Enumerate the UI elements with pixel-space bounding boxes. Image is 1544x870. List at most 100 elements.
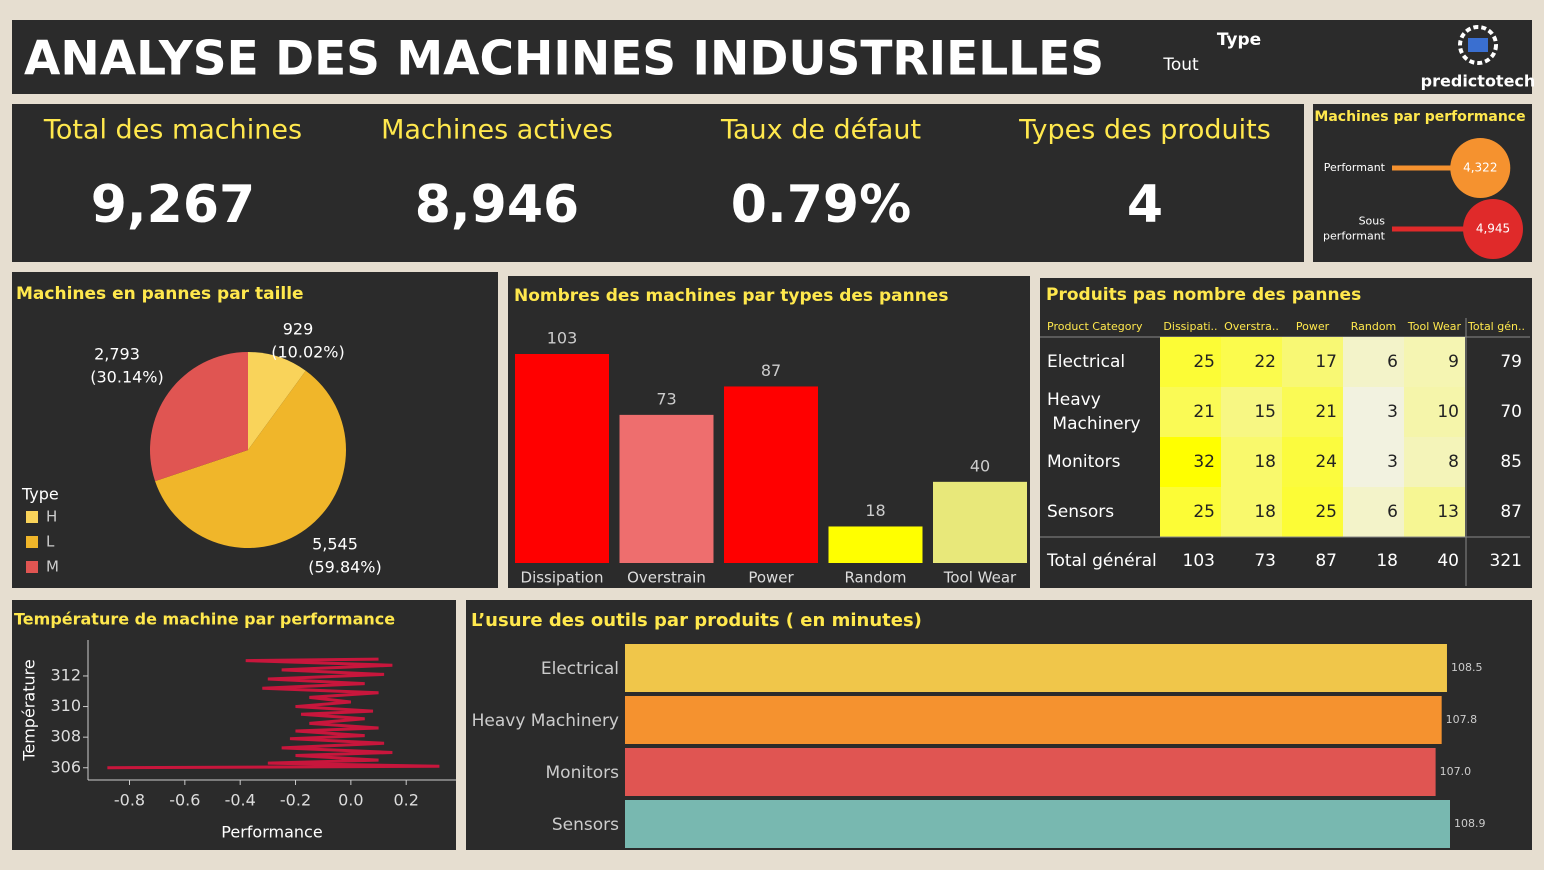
bar — [619, 414, 714, 563]
value-label: 108.9 — [1454, 817, 1486, 830]
cell-value: 25 — [1193, 502, 1215, 522]
heat-cell — [1282, 437, 1343, 487]
line-series — [107, 657, 440, 770]
kpi-label: Taux de défaut — [720, 115, 921, 146]
heat-cell — [1343, 437, 1404, 487]
cell-value: 15 — [1254, 402, 1276, 422]
value-label: 107.0 — [1440, 765, 1472, 778]
chart-title: L’usure des outils par produits ( en min… — [471, 610, 922, 631]
column-header: Dissipati.. — [1163, 320, 1217, 333]
header-panel — [12, 20, 1532, 94]
total-value: 73 — [1254, 551, 1276, 571]
bar — [724, 386, 818, 563]
heat-cell — [1282, 487, 1343, 537]
bar — [933, 481, 1027, 563]
y-tick-label: 306 — [50, 757, 81, 776]
cell-value: 6 — [1387, 352, 1398, 372]
total-value: 103 — [1183, 551, 1215, 571]
cell-value: 25 — [1315, 502, 1337, 522]
kpi-value: 4 — [1127, 175, 1163, 235]
heat-cell — [1160, 437, 1221, 487]
bar — [625, 800, 1450, 848]
cell-value: 21 — [1193, 402, 1215, 422]
row-label: Heavy Machinery — [1047, 390, 1141, 434]
pie-slice — [149, 352, 248, 482]
x-tick-label: 0.2 — [393, 791, 418, 810]
legend-label: H — [46, 508, 57, 526]
row-label: Monitors — [1047, 452, 1121, 472]
y-tick-label: Monitors — [546, 763, 620, 783]
column-header: Overstra.. — [1224, 320, 1279, 333]
heat-cell — [1221, 437, 1282, 487]
value-label: 40 — [970, 456, 990, 475]
heat-cell — [1160, 487, 1221, 537]
logo-text: predictotech — [1421, 72, 1536, 91]
value-label: 108.5 — [1451, 661, 1483, 674]
heat-cell — [1404, 337, 1465, 387]
cell-value: 18 — [1254, 502, 1276, 522]
chart-title: Machines en pannes par taille — [16, 284, 304, 304]
x-tick-label: -0.2 — [280, 791, 311, 810]
percent-label: (10.02%) — [271, 343, 345, 362]
cell-value: 3 — [1387, 402, 1398, 422]
legend-label: M — [46, 558, 59, 576]
bar — [625, 644, 1447, 692]
value-label: 87 — [761, 361, 781, 380]
percent-label: (59.84%) — [308, 558, 382, 577]
value-label: 2,793 — [94, 345, 140, 364]
cell-value: 6 — [1387, 502, 1398, 522]
row-label: Sensors — [1047, 502, 1114, 522]
cell-value: 17 — [1315, 352, 1337, 372]
chart-title: Température de machine par performance — [14, 610, 395, 629]
dashboard-title: ANALYSE DES MACHINES INDUSTRIELLES — [24, 32, 1104, 87]
column-header: Total gén.. — [1467, 320, 1525, 333]
chart-title: Nombres des machines par types des panne… — [514, 286, 948, 306]
legend-swatch — [26, 561, 38, 573]
heat-cell — [1282, 337, 1343, 387]
column-header: Tool Wear — [1407, 320, 1462, 333]
kpi-label: Total des machines — [43, 115, 302, 146]
lollipop-head — [1450, 138, 1511, 198]
filter-value[interactable]: Tout — [1162, 55, 1199, 75]
heat-cell — [1404, 437, 1465, 487]
kpi-label: Types des produits — [1018, 115, 1271, 146]
category-label: Performant — [1324, 161, 1386, 174]
heat-cell — [1282, 387, 1343, 437]
heat-cell — [1343, 487, 1404, 537]
kpi-value: 8,946 — [415, 175, 579, 235]
cell-value: 32 — [1193, 452, 1215, 472]
cell-value: 79 — [1500, 352, 1522, 372]
category-label: Sous performant — [1320, 215, 1386, 243]
cell-value: 10 — [1437, 402, 1459, 422]
legend-swatch — [26, 536, 38, 548]
x-tick-label: Power — [748, 569, 794, 587]
y-tick-label: Sensors — [552, 815, 619, 835]
total-value: 87 — [1315, 551, 1337, 571]
x-tick-label: -0.6 — [169, 791, 200, 810]
column-header: Random — [1351, 320, 1397, 333]
value-label: 103 — [547, 329, 578, 348]
total-label: Total général — [1046, 551, 1157, 571]
legend-title: Type — [21, 485, 59, 504]
heat-cell — [1160, 337, 1221, 387]
heat-cell — [1404, 387, 1465, 437]
column-header: Power — [1296, 320, 1330, 333]
y-tick-label: 310 — [50, 696, 81, 715]
y-tick-label: Heavy Machinery — [472, 711, 619, 731]
total-value: 321 — [1490, 551, 1522, 571]
cell-value: 13 — [1437, 502, 1459, 522]
value-label: 107.8 — [1446, 713, 1478, 726]
value-label: 929 — [283, 320, 314, 339]
row-label: Electrical — [1047, 352, 1125, 372]
x-tick-label: Dissipation — [521, 569, 604, 587]
cell-value: 3 — [1387, 452, 1398, 472]
x-tick-label: 0.0 — [338, 791, 363, 810]
x-tick-label: -0.8 — [114, 791, 145, 810]
table-title: Produits pas nombre des pannes — [1046, 285, 1361, 305]
x-tick-label: Tool Wear — [943, 569, 1017, 587]
logo-gear — [1458, 25, 1498, 65]
total-value: 18 — [1376, 551, 1398, 571]
value-label: 73 — [656, 389, 676, 408]
bar — [828, 526, 923, 563]
